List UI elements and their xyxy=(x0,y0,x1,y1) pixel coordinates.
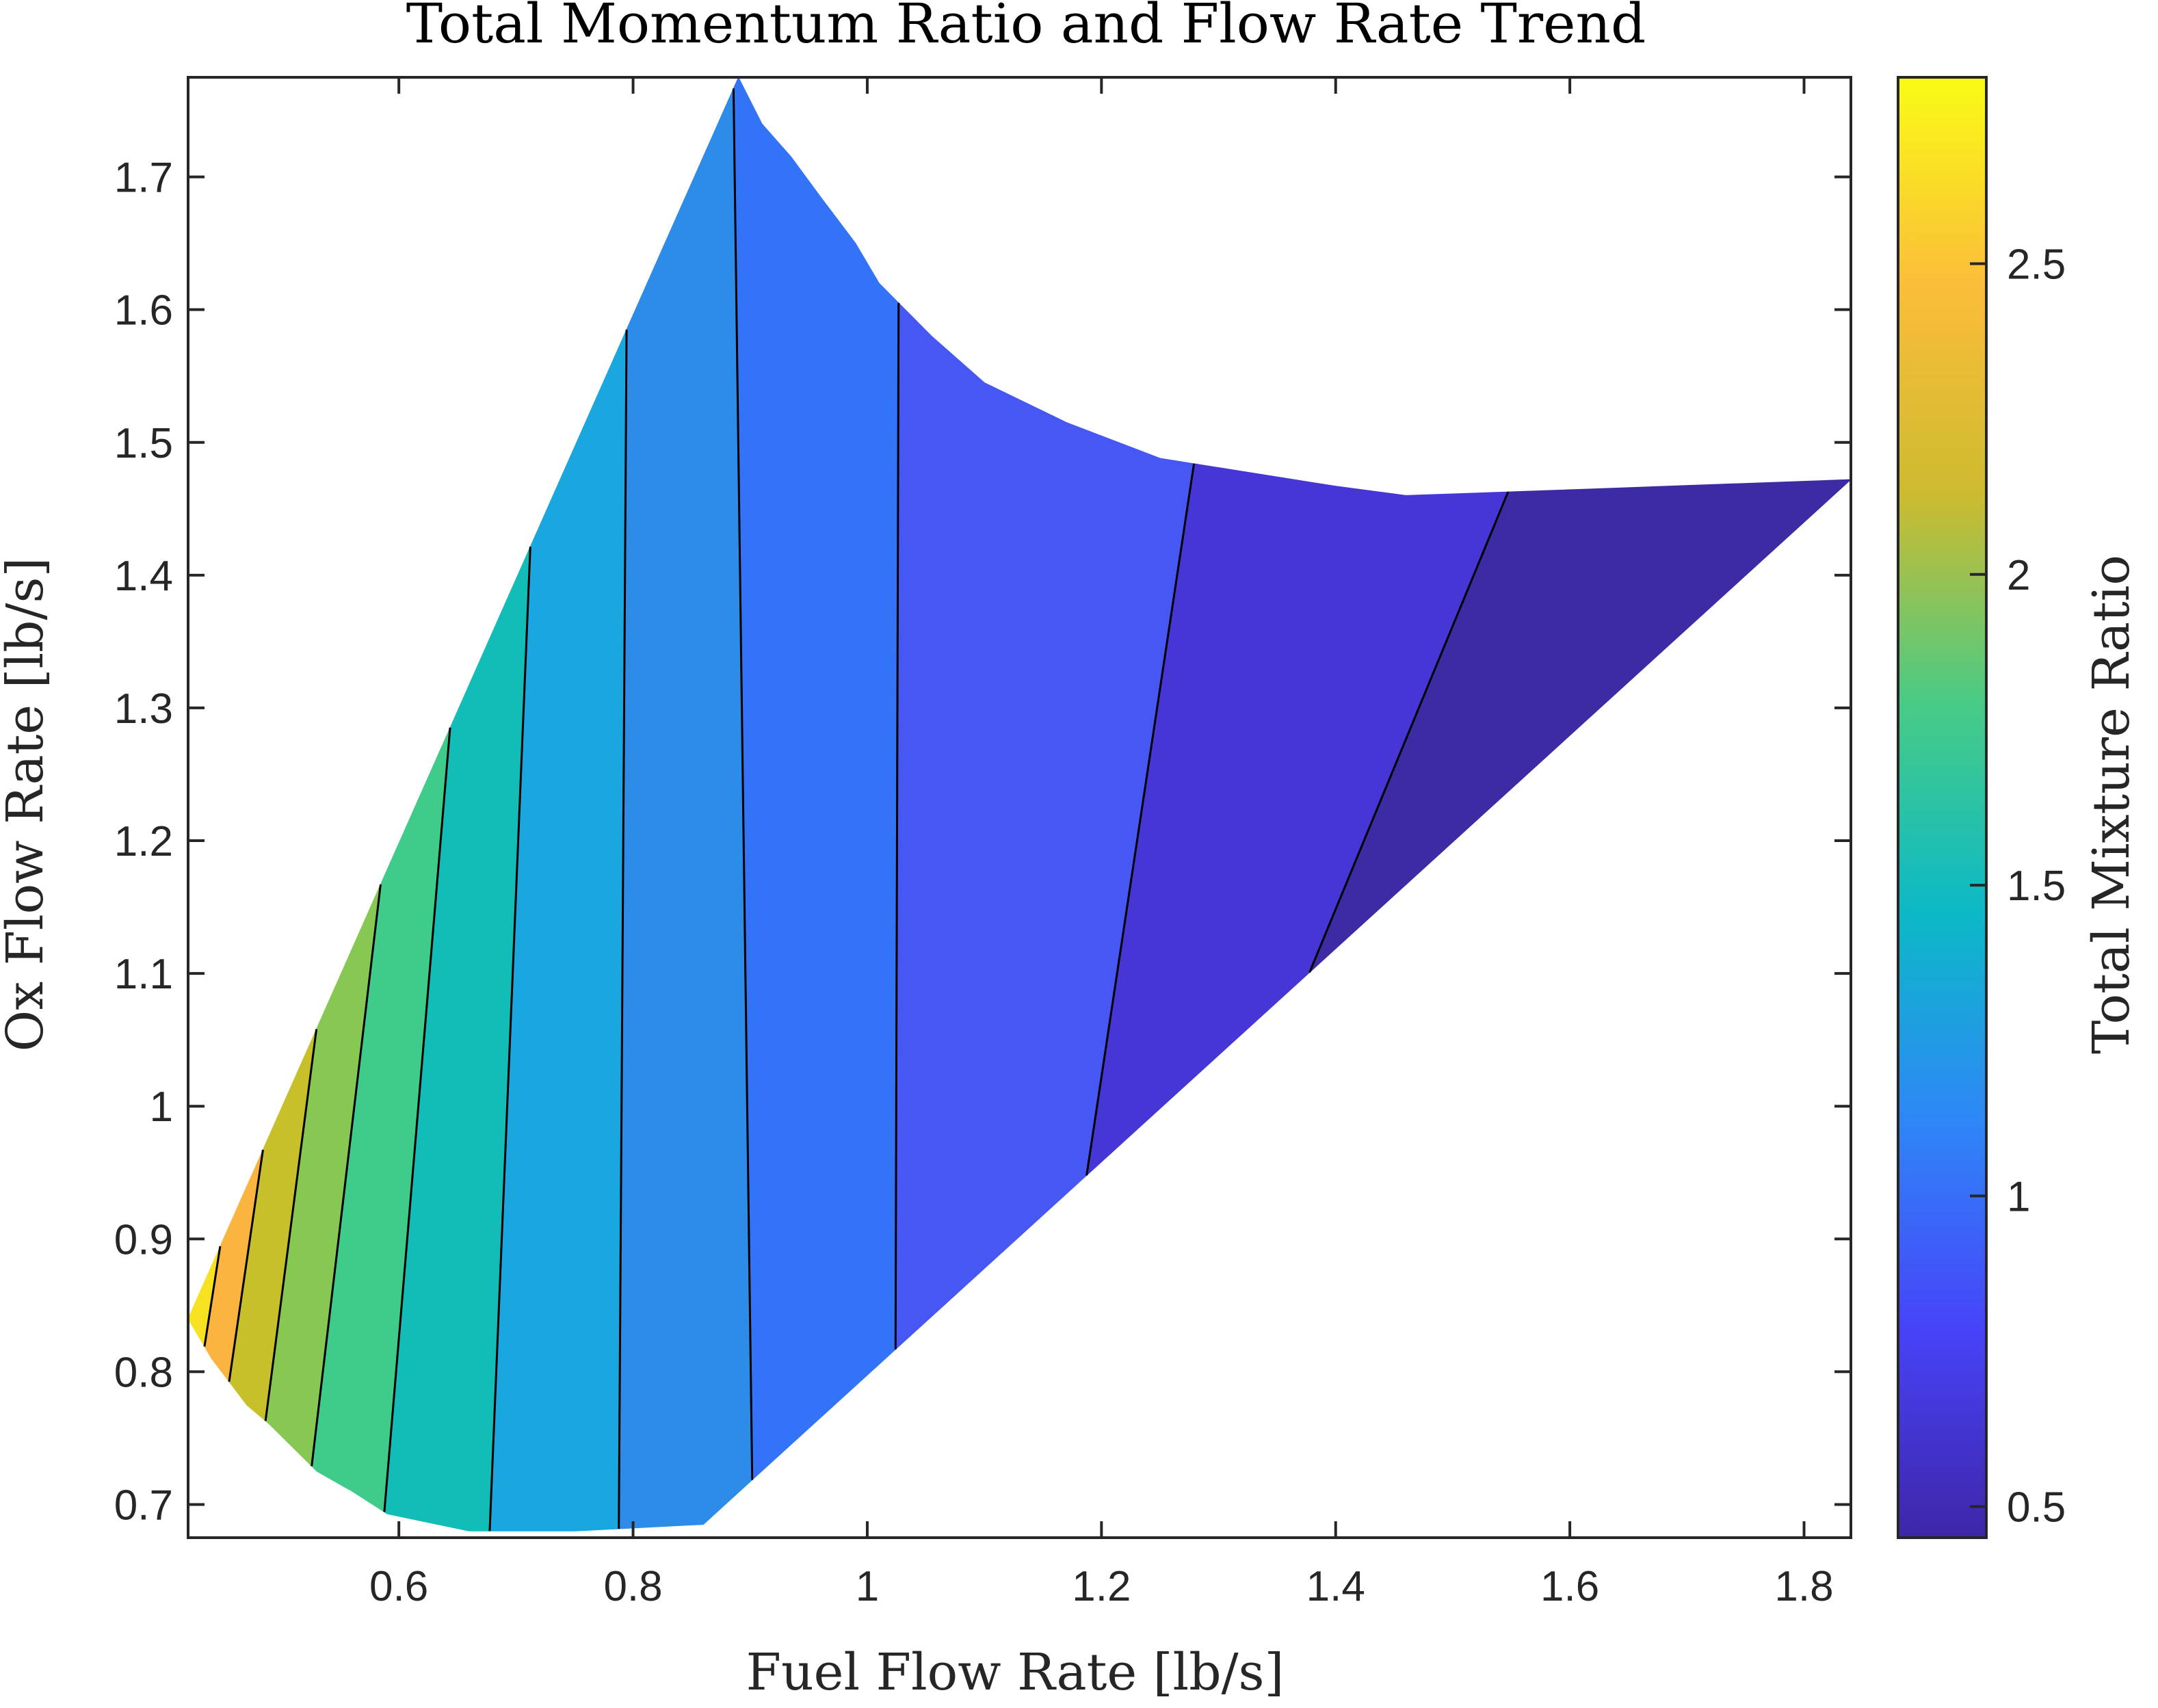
x-axis-ticks: 0.6 0.8 1 1.2 1.4 1.6 1.8 xyxy=(369,77,1834,1610)
x-tick-label: 1.2 xyxy=(1072,1563,1131,1610)
y-tick-label: 0.9 xyxy=(114,1216,173,1263)
x-axis-title: Fuel Flow Rate [lb/s] xyxy=(746,1643,1285,1702)
contour-line xyxy=(383,727,451,1512)
plot-area-frame xyxy=(187,76,1852,1539)
y-tick-label: 1.6 xyxy=(114,287,173,334)
contour-line xyxy=(618,329,628,1529)
x-tick-label: 1.6 xyxy=(1540,1563,1599,1610)
colorbar-tick-label: 2.5 xyxy=(2007,241,2066,289)
y-tick-label: 1.4 xyxy=(114,553,173,600)
y-tick-label: 1.7 xyxy=(114,155,173,202)
contour-band-1.35 xyxy=(618,88,753,1529)
x-tick-label: 0.6 xyxy=(369,1563,428,1610)
x-tick-label: 0.8 xyxy=(603,1563,662,1610)
colorbar-tick-label: 2 xyxy=(2007,552,2030,599)
contour-line xyxy=(203,1246,222,1347)
contour-line xyxy=(1308,491,1510,973)
contour-band-1.15 xyxy=(733,76,899,1481)
colorbar-ticks: 0.5 1 1.5 2 2.5 xyxy=(1970,241,2066,1532)
contour-bands xyxy=(187,76,1852,1532)
colorbar xyxy=(1897,76,1988,1539)
y-tick-label: 1 xyxy=(150,1083,173,1131)
y-tick-label: 1.5 xyxy=(114,420,173,467)
chart-title: Total Momentum Ratio and Flow Rate Trend xyxy=(406,0,1646,55)
contour-band-0.95 xyxy=(895,302,1195,1350)
y-tick-label: 1.3 xyxy=(114,685,173,733)
y-axis-title: Ox Flow Rate [lb/s] xyxy=(0,557,55,1052)
y-tick-label: 0.7 xyxy=(114,1482,173,1529)
colorbar-tick-label: 0.5 xyxy=(2007,1484,2066,1532)
contour-lines xyxy=(203,88,1510,1532)
x-tick-label: 1.4 xyxy=(1306,1563,1365,1610)
colorbar-tick-label: 1 xyxy=(2007,1173,2030,1220)
contour-line xyxy=(488,547,531,1532)
contour-line xyxy=(228,1149,264,1382)
x-tick-label: 1.8 xyxy=(1774,1563,1833,1610)
colorbar-title: Total Mixture Ratio xyxy=(2082,555,2141,1054)
contour-line xyxy=(732,88,754,1480)
contour-line xyxy=(311,884,382,1467)
y-tick-label: 1.1 xyxy=(114,951,173,998)
y-tick-label: 1.2 xyxy=(114,818,173,865)
contour-line xyxy=(894,302,900,1350)
contour-line xyxy=(264,1029,318,1421)
y-axis-ticks: 0.7 0.8 0.9 1 1.1 1.2 1.3 1.4 1.5 1.6 1.7 xyxy=(114,155,1851,1529)
contour-line xyxy=(1085,463,1196,1176)
y-tick-label: 0.8 xyxy=(114,1349,173,1396)
x-tick-label: 1 xyxy=(856,1563,879,1610)
colorbar-tick-label: 1.5 xyxy=(2007,863,2066,910)
